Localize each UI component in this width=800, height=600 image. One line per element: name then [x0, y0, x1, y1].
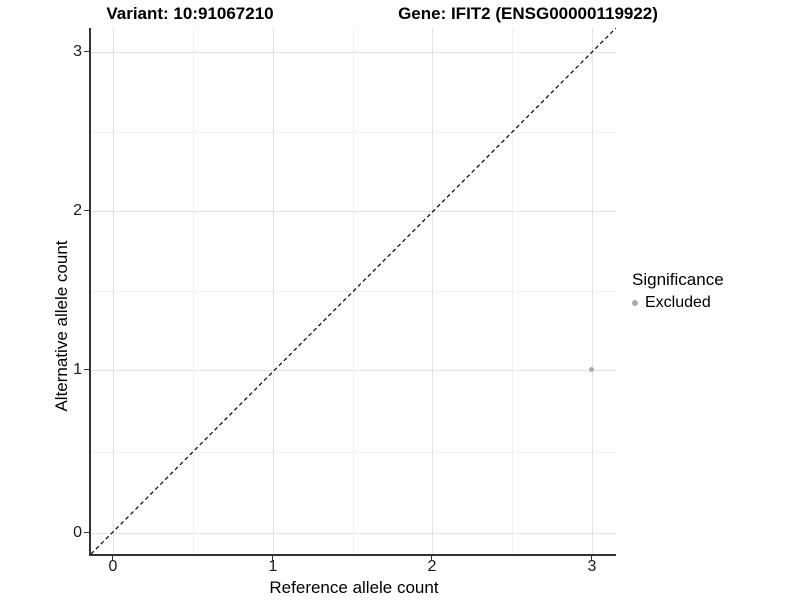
x-tick-3 [591, 556, 592, 561]
gridline-major-y-0 [91, 533, 616, 534]
x-tick-label-3: 3 [587, 558, 597, 575]
gridline-major-y-1 [91, 370, 616, 371]
gridline-major-x-1 [273, 28, 274, 554]
legend-item-excluded: Excluded [632, 294, 792, 312]
y-tick-label-3: 3 [73, 43, 82, 60]
y-tick-label-1: 1 [73, 361, 82, 378]
x-tick-0 [112, 556, 113, 561]
y-tick-0 [84, 532, 89, 533]
legend-title: Significance [632, 270, 724, 289]
gridline-minor-y-2.5 [91, 132, 616, 133]
y-tick-1 [84, 369, 89, 370]
plot-panel [89, 28, 616, 556]
data-point-excluded [589, 367, 594, 372]
identity-line [91, 28, 616, 554]
gridline-major-y-3 [91, 52, 616, 53]
gridline-minor-y-0.5 [91, 452, 616, 453]
gridline-major-x-3 [592, 28, 593, 554]
y-tick-label-2: 2 [73, 202, 82, 219]
excluded-dot-icon [632, 300, 638, 306]
y-axis-title: Alternative allele count [52, 240, 71, 412]
x-axis-title: Reference allele count [269, 578, 439, 597]
legend: Significance Excluded [632, 270, 792, 312]
legend-item-label: Excluded [645, 294, 711, 311]
gridline-major-x-0 [113, 28, 114, 554]
gridline-major-y-2 [91, 211, 616, 212]
gene-title: Gene: IFIT2 (ENSG00000119922) [398, 4, 658, 23]
y-tick-label-0: 0 [73, 524, 82, 541]
x-tick-label-0: 0 [108, 558, 118, 575]
gridline-major-x-2 [432, 28, 433, 554]
variant-title: Variant: 10:91067210 [106, 4, 274, 23]
x-tick-label-2: 2 [427, 558, 437, 575]
x-tick-1 [272, 556, 273, 561]
x-tick-2 [431, 556, 432, 561]
y-tick-2 [84, 210, 89, 211]
y-tick-3 [84, 51, 89, 52]
x-tick-label-1: 1 [268, 558, 278, 575]
